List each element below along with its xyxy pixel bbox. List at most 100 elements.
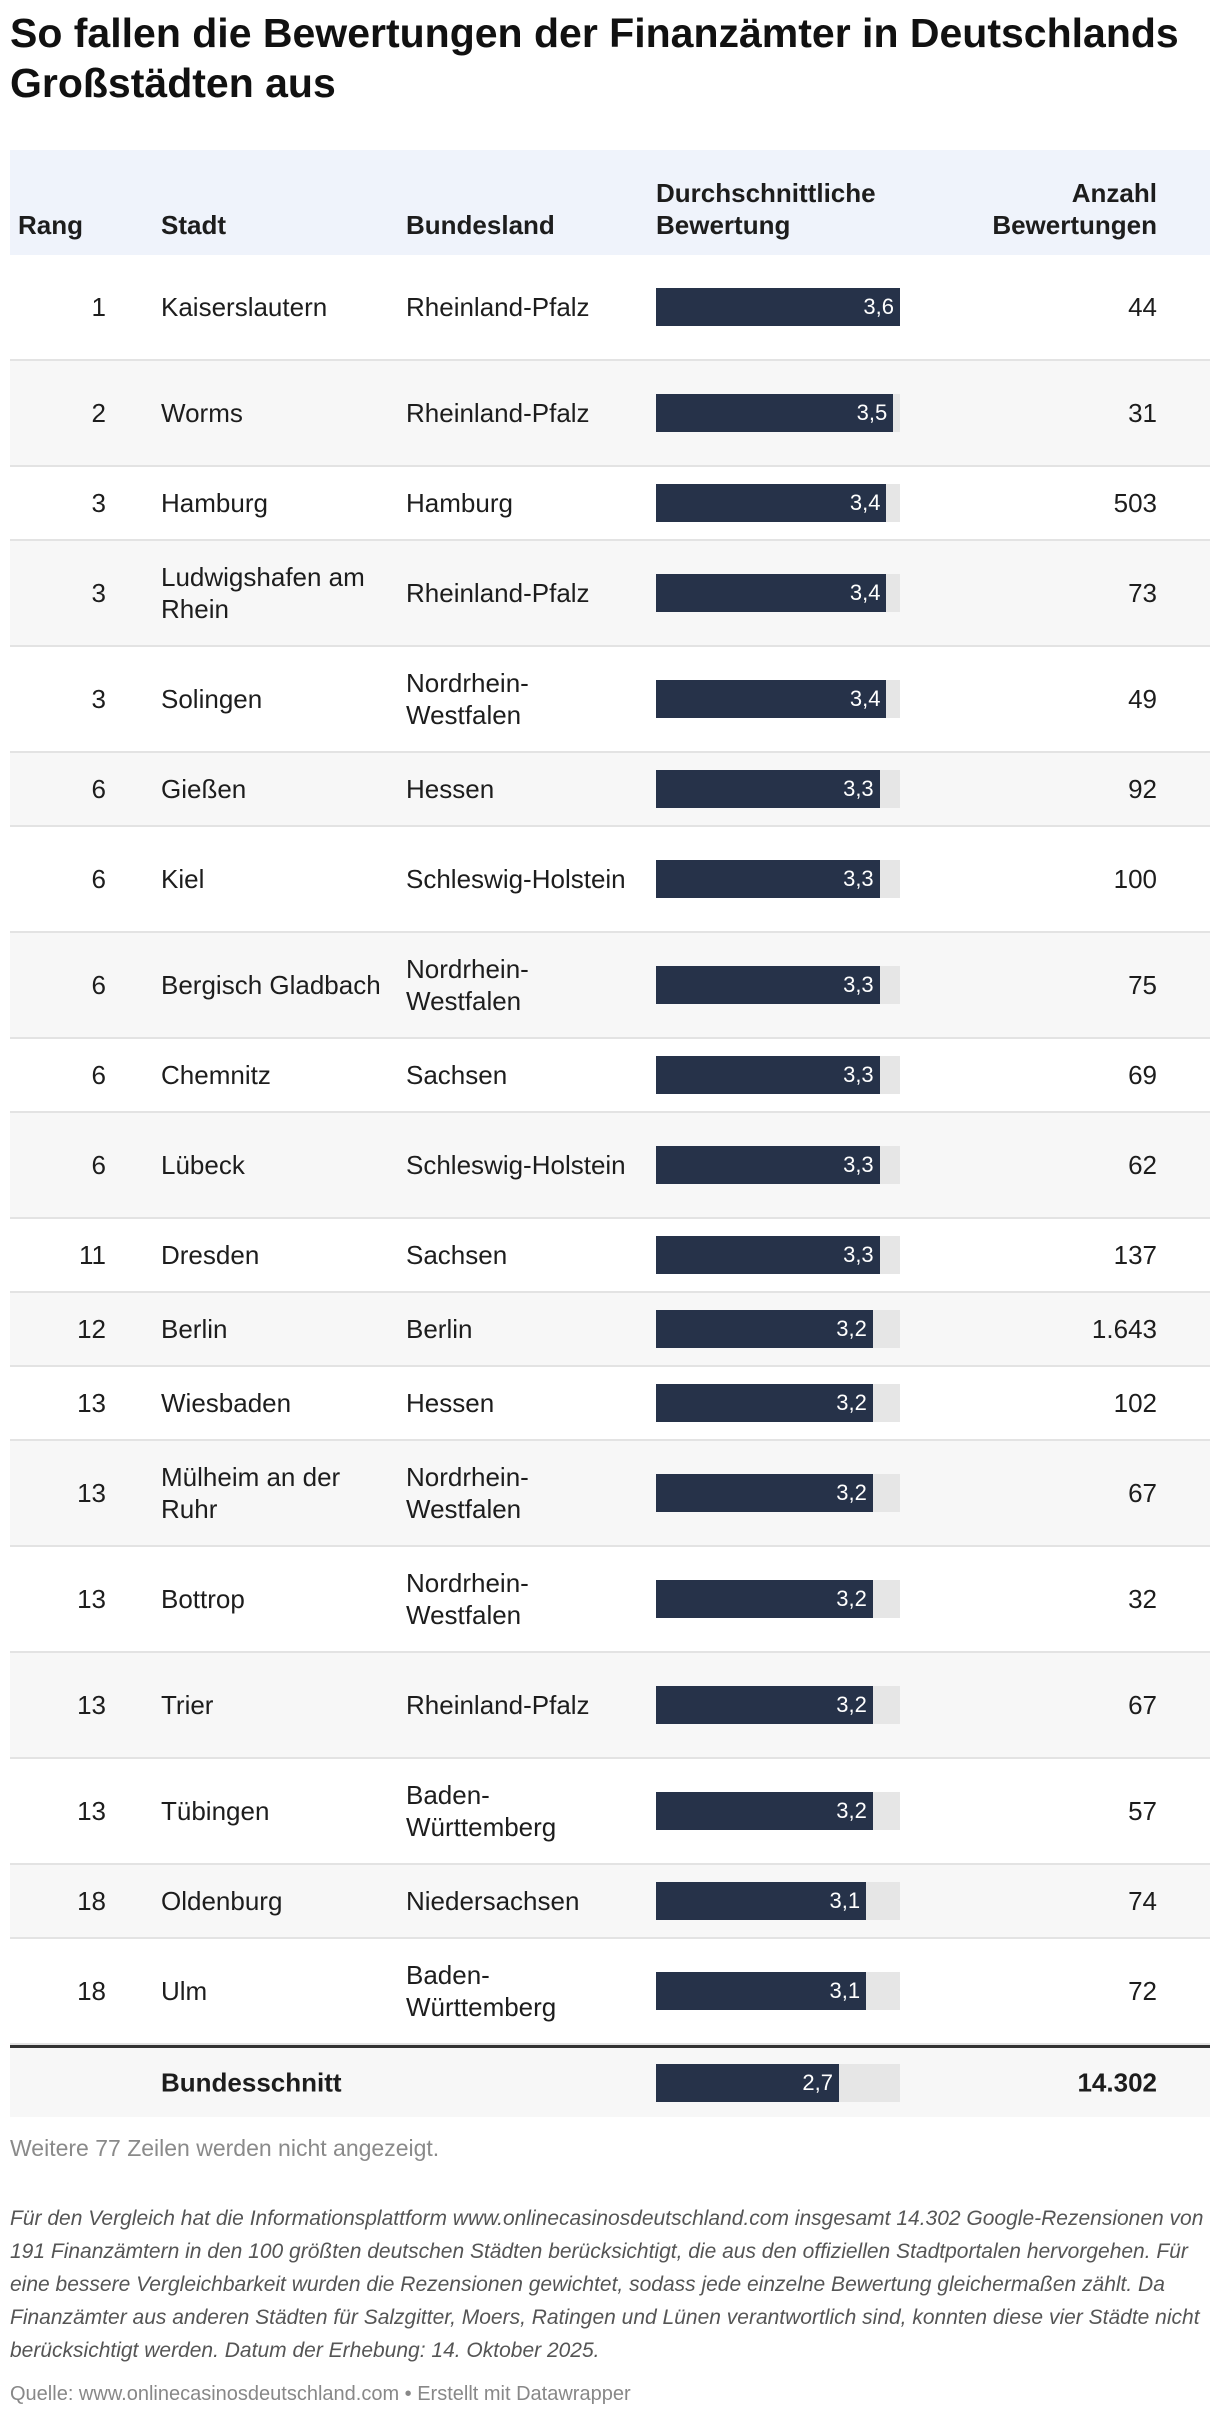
cell-bundesland: Hessen — [406, 1388, 495, 1418]
total-bar-track: 2,7 — [656, 2063, 900, 2102]
bar-track: 3,5 — [656, 394, 900, 432]
cell-anzahl: 75 — [1128, 970, 1157, 1000]
ratings-table: Rang Stadt Bundesland Durchschnittliche … — [10, 150, 1210, 2117]
cell-bundesland: Berlin — [406, 1314, 473, 1344]
cell-anzahl: 503 — [1113, 488, 1157, 518]
cell-anzahl: 49 — [1128, 684, 1157, 714]
total-label: Bundesschnitt — [161, 2067, 342, 2097]
rating-bar — [656, 680, 887, 718]
cell-bundesland: Rheinland-Pfalz — [406, 398, 590, 428]
table-row: 18 Ulm Baden-Württemberg 3,1 72 — [10, 1939, 1210, 2045]
cell-stadt: Gießen — [161, 774, 247, 804]
table-header: Rang Stadt Bundesland Durchschnittliche … — [10, 150, 1210, 255]
bar-label: 3,1 — [829, 1978, 861, 2003]
cell-rang: 13 — [77, 1690, 106, 1720]
cell-rang: 3 — [91, 578, 106, 608]
cell-rang: 3 — [91, 684, 106, 714]
cell-rang: 13 — [77, 1796, 106, 1826]
total-anzahl: 14.302 — [1077, 2067, 1157, 2097]
cell-anzahl: 72 — [1128, 1976, 1157, 2006]
bar-label: 3,5 — [856, 400, 888, 425]
cell-stadt: Wiesbaden — [161, 1388, 292, 1418]
rating-bar — [656, 1056, 880, 1094]
bar-label: 3,3 — [843, 776, 874, 801]
bar-track: 3,6 — [656, 288, 900, 326]
table-row: 13 Mülheim an der Ruhr Nordrhein-Westfal… — [10, 1441, 1210, 1547]
cell-anzahl: 1.643 — [1091, 1314, 1157, 1344]
table-row: 11 Dresden Sachsen 3,3 137 — [10, 1219, 1210, 1293]
cell-stadt: Oldenburg — [161, 1886, 283, 1916]
rating-bar — [656, 288, 900, 326]
bar-label: 3,2 — [836, 1390, 867, 1415]
cell-bundesland: Hessen — [406, 774, 495, 804]
cell-bundesland: Rheinland-Pfalz — [406, 292, 590, 322]
cell-rang: 6 — [91, 1060, 106, 1090]
bar-label: 3,2 — [836, 1586, 867, 1611]
table-row: 6 Lübeck Schleswig-Holstein 3,3 62 — [10, 1113, 1210, 1219]
bar-track: 3,2 — [656, 1686, 900, 1724]
cell-rang: 13 — [77, 1388, 106, 1418]
header-anzahl[interactable]: Anzahl Bewertungen — [992, 178, 1157, 240]
cell-rang: 3 — [91, 488, 106, 518]
bar-track: 3,4 — [656, 484, 900, 522]
total-bar-label: 2,7 — [802, 2069, 833, 2095]
cell-anzahl: 62 — [1128, 1150, 1157, 1180]
cell-bundesland: Hamburg — [406, 488, 513, 518]
bar-track: 3,4 — [656, 680, 900, 718]
rating-bar — [656, 574, 887, 612]
rating-bar — [656, 1792, 873, 1830]
cell-stadt: Chemnitz — [161, 1060, 271, 1090]
bar-label: 3,3 — [843, 1062, 874, 1087]
cell-rang: 6 — [91, 864, 106, 894]
cell-bundesland: Rheinland-Pfalz — [406, 578, 590, 608]
total-bar — [656, 2063, 839, 2102]
cell-rang: 18 — [77, 1886, 106, 1916]
cell-anzahl: 67 — [1128, 1690, 1157, 1720]
table-row: 6 Kiel Schleswig-Holstein 3,3 100 — [10, 827, 1210, 933]
cell-anzahl: 69 — [1128, 1060, 1157, 1090]
header-rang[interactable]: Rang — [18, 210, 83, 240]
cell-rang: 13 — [77, 1478, 106, 1508]
table-row: 13 Bottrop Nordrhein-Westfalen 3,2 32 — [10, 1547, 1210, 1653]
table-row: 12 Berlin Berlin 3,2 1.643 — [10, 1293, 1210, 1367]
table-row: 6 Bergisch Gladbach Nordrhein-Westfalen … — [10, 933, 1210, 1039]
more-rows-note: Weitere 77 Zeilen werden nicht angezeigt… — [10, 2135, 440, 2161]
cell-rang: 11 — [79, 1240, 106, 1270]
cell-rang: 18 — [77, 1976, 106, 2006]
cell-anzahl: 74 — [1128, 1886, 1157, 1916]
bar-track: 3,1 — [656, 1972, 900, 2010]
table-row: 13 Wiesbaden Hessen 3,2 102 — [10, 1367, 1210, 1441]
cell-stadt: Ludwigshafen am Rhein — [161, 562, 365, 624]
bar-track: 3,3 — [656, 860, 900, 898]
cell-anzahl: 44 — [1128, 292, 1157, 322]
rating-bar — [656, 860, 880, 898]
cell-stadt: Dresden — [161, 1240, 260, 1270]
cell-bundesland: Nordrhein-Westfalen — [406, 1568, 529, 1630]
bar-track: 3,3 — [656, 1146, 900, 1184]
table-row: 1 Kaiserslautern Rheinland-Pfalz 3,6 44 — [10, 255, 1210, 361]
cell-stadt: Bottrop — [161, 1584, 245, 1614]
rating-bar — [656, 1882, 867, 1920]
cell-anzahl: 73 — [1128, 578, 1157, 608]
table-row: 2 Worms Rheinland-Pfalz 3,5 31 — [10, 361, 1210, 467]
rating-bar — [656, 1972, 867, 2010]
total-row: Bundesschnitt 2,7 14.302 — [10, 2045, 1210, 2117]
bar-track: 3,2 — [656, 1310, 900, 1348]
bar-label: 3,1 — [829, 1888, 861, 1913]
bar-label: 3,3 — [843, 866, 874, 891]
header-bewertung[interactable]: Durchschnittliche Bewertung — [656, 178, 876, 240]
bar-track: 3,4 — [656, 574, 900, 612]
rating-bar — [656, 1580, 873, 1618]
cell-bundesland: Schleswig-Holstein — [406, 864, 626, 894]
source: Quelle: www.onlinecasinosdeutschland.com… — [10, 2383, 631, 2405]
table-row: 13 Trier Rheinland-Pfalz 3,2 67 — [10, 1653, 1210, 1759]
cell-stadt: Berlin — [161, 1314, 228, 1344]
cell-stadt: Kiel — [161, 864, 205, 894]
cell-anzahl: 100 — [1113, 864, 1157, 894]
header-bundesland[interactable]: Bundesland — [406, 210, 555, 240]
cell-bundesland: Rheinland-Pfalz — [406, 1690, 590, 1720]
header-stadt[interactable]: Stadt — [161, 210, 226, 240]
cell-rang: 12 — [77, 1314, 106, 1344]
rating-bar — [656, 394, 894, 432]
cell-stadt: Worms — [161, 398, 243, 428]
